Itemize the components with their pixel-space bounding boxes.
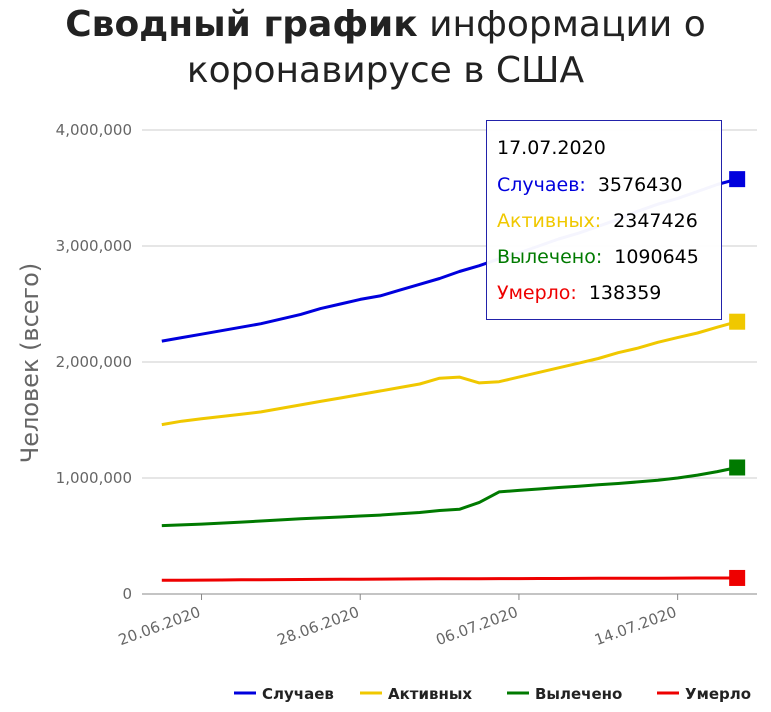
chart-title: Сводный график информации о коронавирусе… bbox=[0, 2, 771, 94]
tooltip: 17.07.2020 Случаев: 3576430 Активных: 2347… bbox=[486, 120, 722, 320]
y-axis-ticks: 0 1,000,000 2,000,000 3,000,000 4,000,000 bbox=[56, 121, 132, 603]
tooltip-label: Случаев: bbox=[497, 174, 586, 196]
series-marker-deaths[interactable] bbox=[729, 569, 746, 586]
tooltip-row-recovered: Вылечено: 1090645 bbox=[497, 246, 699, 268]
series-marker-active[interactable] bbox=[729, 313, 746, 330]
tooltip-value: 3576430 bbox=[597, 174, 683, 196]
y-tick-label: 0 bbox=[122, 585, 132, 603]
tooltip-value: 1090645 bbox=[614, 246, 699, 268]
series-line-recovered bbox=[161, 466, 738, 528]
legend-item-deaths[interactable]: Умерло bbox=[685, 685, 751, 703]
tooltip-date: 17.07.2020 bbox=[497, 137, 606, 159]
tooltip-row-deaths: Умерло: 138359 bbox=[497, 282, 661, 304]
y-tick-label: 2,000,000 bbox=[56, 353, 132, 371]
x-tick-label: 20.06.2020 bbox=[116, 603, 203, 649]
series-marker-cases[interactable] bbox=[729, 171, 746, 188]
chart-title-line2: коронавирусе в США bbox=[186, 50, 585, 91]
legend: Случаев Активных Вылечено Умерло bbox=[234, 685, 751, 703]
legend-item-cases[interactable]: Случаев bbox=[262, 685, 334, 703]
chart-title-bold: Сводный график bbox=[65, 4, 418, 45]
tooltip-label: Активных: bbox=[497, 210, 602, 232]
tooltip-label: Вылечено: bbox=[497, 246, 603, 268]
x-axis-ticks: 20.06.2020 28.06.2020 06.07.2020 14.07.2020 bbox=[116, 594, 679, 649]
tooltip-value: 138359 bbox=[588, 282, 662, 304]
series-markers bbox=[729, 171, 746, 586]
x-tick-label: 28.06.2020 bbox=[275, 603, 362, 649]
y-axis-label: Человек (всего) bbox=[16, 263, 44, 463]
tooltip-row-active: Активных: 2347426 bbox=[497, 210, 698, 232]
series-line-active bbox=[161, 320, 738, 427]
y-tick-label: 4,000,000 bbox=[56, 121, 132, 139]
series-line-deaths bbox=[161, 576, 738, 582]
series-marker-recovered[interactable] bbox=[729, 459, 746, 476]
y-tick-label: 3,000,000 bbox=[56, 237, 132, 255]
x-tick-label: 14.07.2020 bbox=[592, 603, 679, 649]
x-tick-label: 06.07.2020 bbox=[433, 603, 520, 649]
tooltip-value: 2347426 bbox=[613, 210, 698, 232]
chart-title-rest: информации о bbox=[417, 4, 706, 45]
tooltip-row-cases: Случаев: 3576430 bbox=[497, 174, 682, 196]
tooltip-label: Умерло: bbox=[497, 282, 577, 304]
legend-item-recovered[interactable]: Вылечено bbox=[535, 685, 622, 703]
legend-item-active[interactable]: Активных bbox=[388, 685, 472, 703]
y-tick-label: 1,000,000 bbox=[56, 469, 132, 487]
